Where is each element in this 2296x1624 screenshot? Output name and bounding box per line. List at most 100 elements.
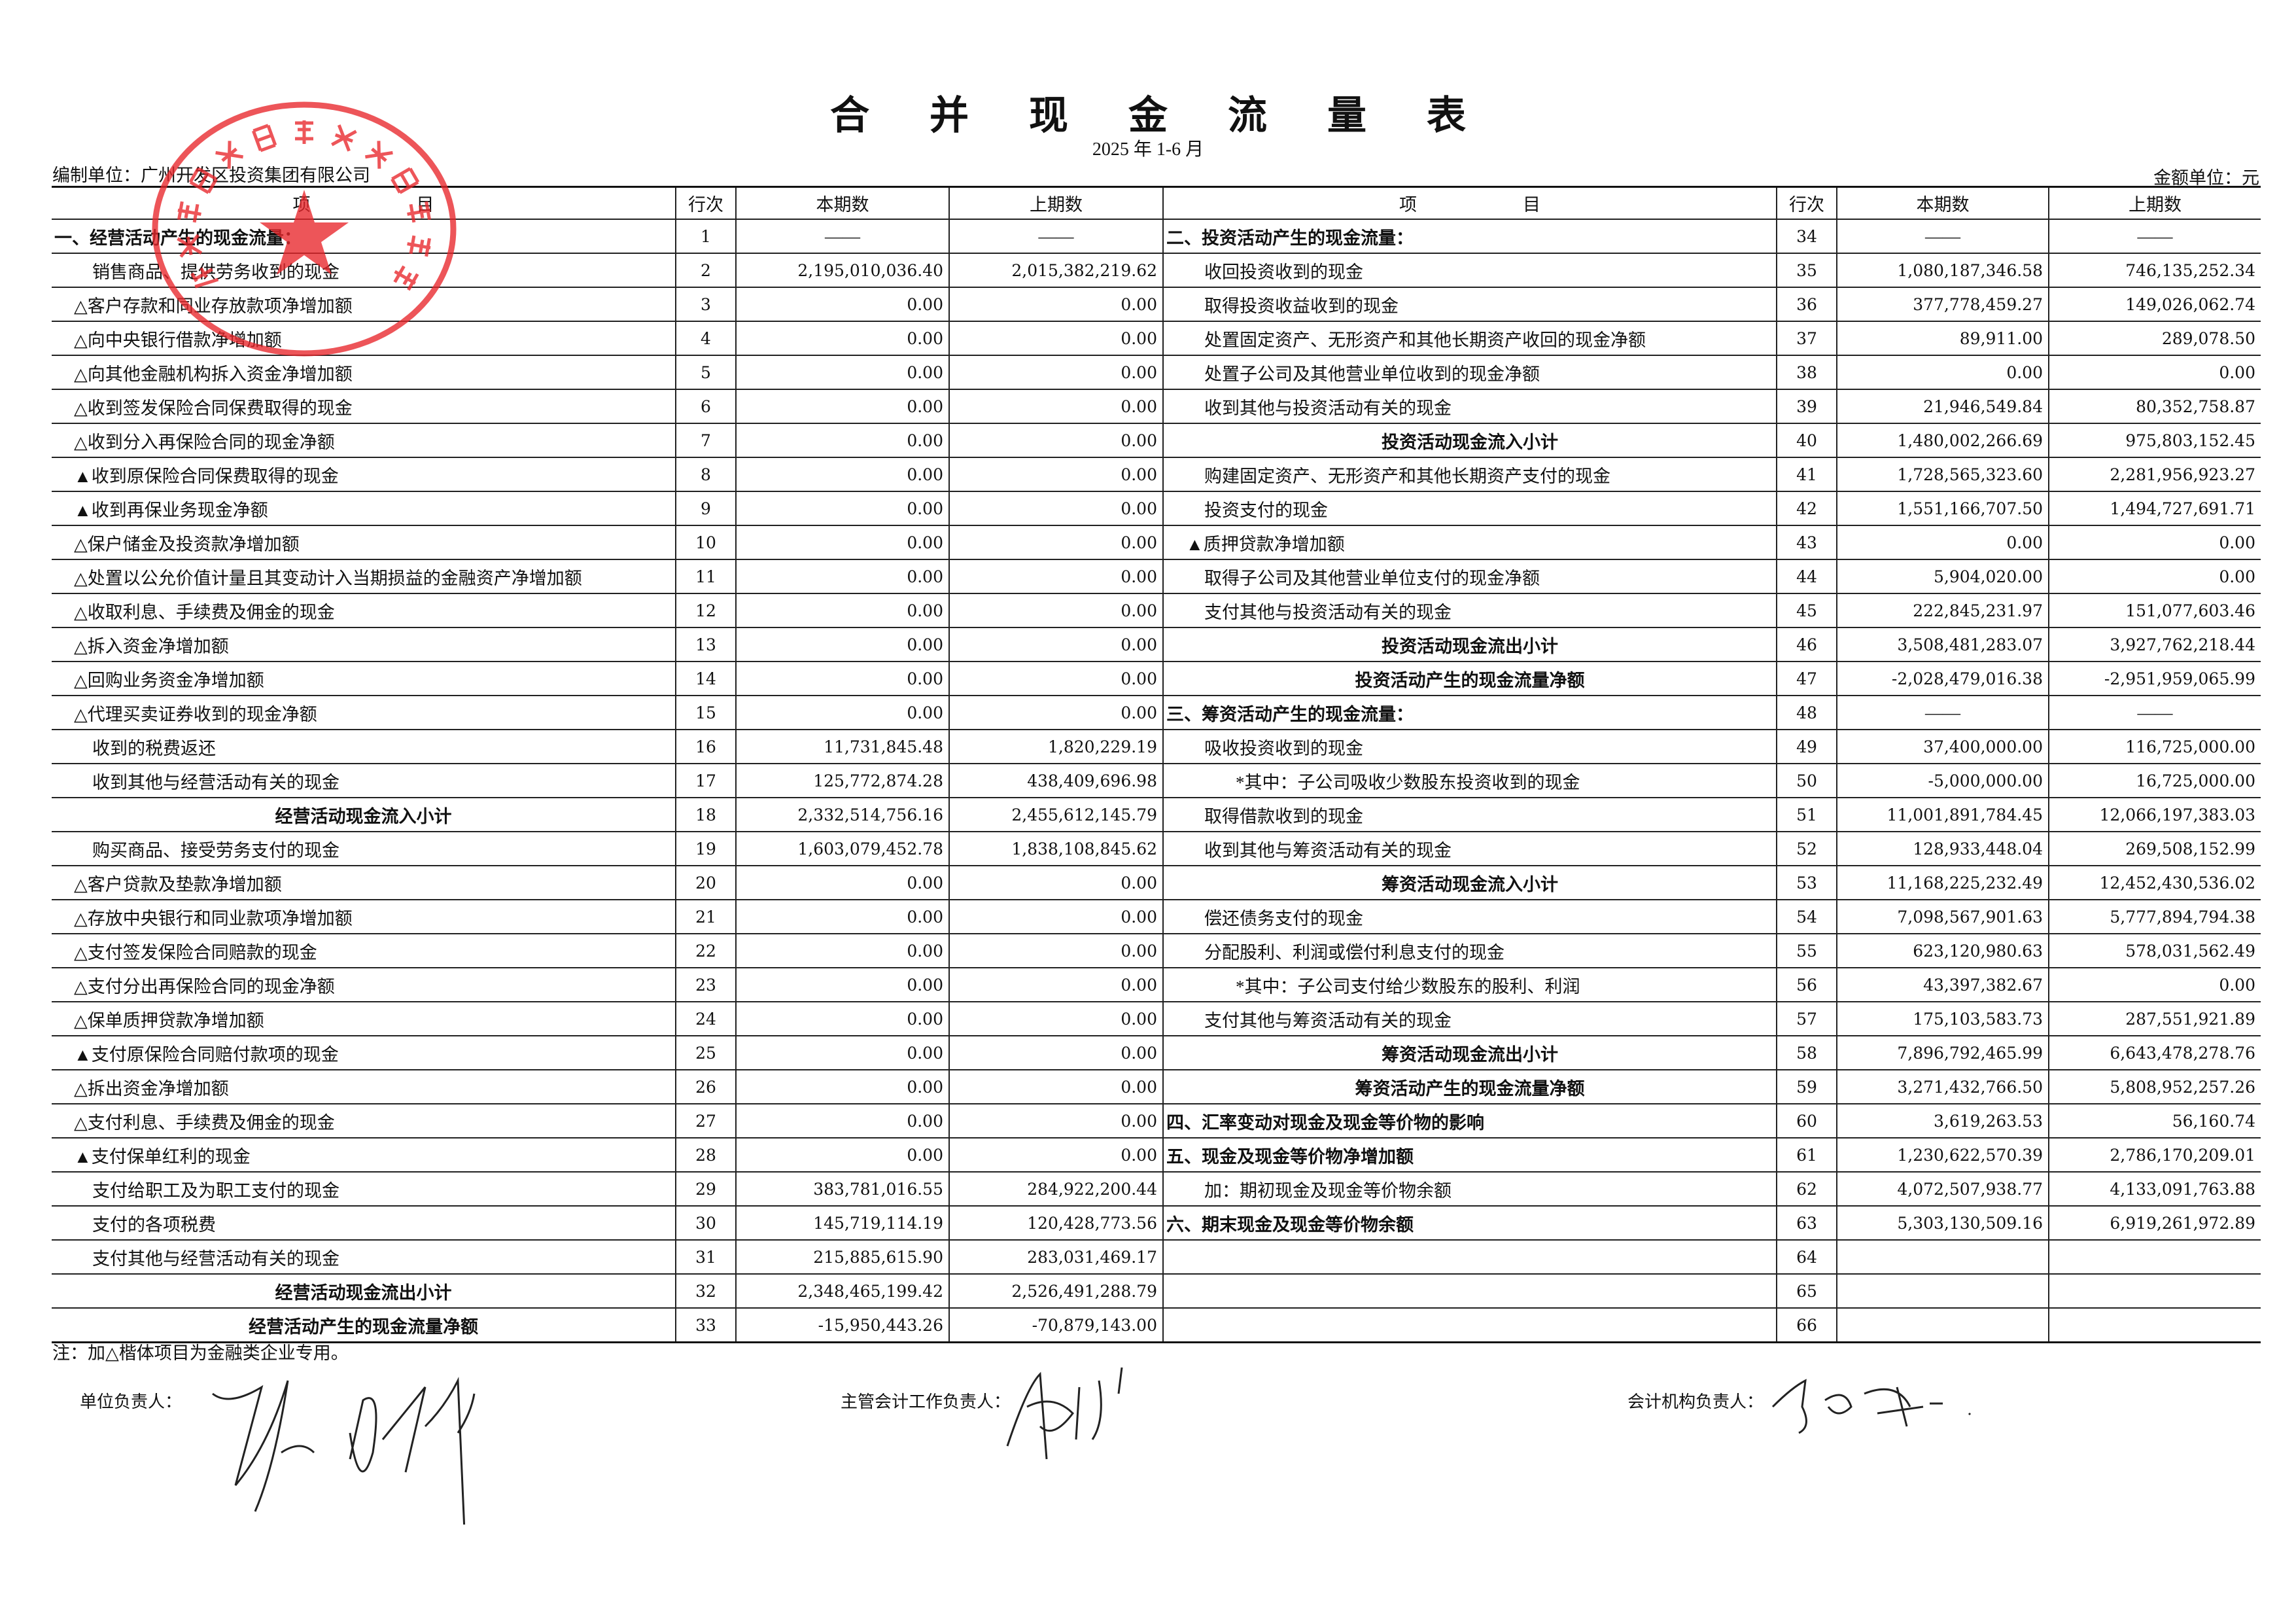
prior-amount: 0.00 <box>2048 967 2261 1002</box>
item-label: 经营活动产生的现金流量净额 <box>52 1307 676 1343</box>
row-number: 16 <box>675 729 736 764</box>
prior-amount: 12,452,430,536.02 <box>2048 865 2261 900</box>
prior-amount: 0.00 <box>948 1001 1163 1036</box>
row-number: 2 <box>675 253 736 288</box>
item-label <box>1162 1239 1777 1275</box>
prior-amount: 0.00 <box>2048 559 2261 594</box>
row-number: 13 <box>675 627 736 662</box>
table-row: △保单质押贷款净增加额 24 0.00 0.00 支付其他与筹资活动有关的现金 57 175… <box>52 1001 2261 1036</box>
current-amount: 0.00 <box>735 287 949 322</box>
prior-amount: -2,951,959,065.99 <box>2048 661 2261 696</box>
current-amount: 0.00 <box>735 899 949 934</box>
row-number: 25 <box>675 1035 736 1070</box>
table-row: △向中央银行借款净增加额 4 0.00 0.00 处置固定资产、无形资产和其他长期资产收… <box>52 321 2261 356</box>
header-prior: 上期数 <box>948 186 1163 220</box>
prior-amount: 0.00 <box>948 321 1163 356</box>
current-amount: 0.00 <box>735 559 949 594</box>
prior-amount: 2,281,956,923.27 <box>2048 457 2261 492</box>
prior-amount: —— <box>2048 695 2261 730</box>
item-label: ▲收到再保业务现金净额 <box>52 491 676 526</box>
current-amount: 0.00 <box>735 1001 949 1036</box>
prior-amount: 0.00 <box>948 287 1163 322</box>
current-amount: 11,731,845.48 <box>735 729 949 764</box>
current-amount: 0.00 <box>735 933 949 968</box>
prior-amount: 0.00 <box>948 355 1163 390</box>
row-number: 52 <box>1776 831 1837 866</box>
prior-amount <box>2048 1239 2261 1275</box>
current-amount: 89,911.00 <box>1836 321 2049 356</box>
current-amount: 0.00 <box>735 525 949 560</box>
row-number: 10 <box>675 525 736 560</box>
table-row: △支付利息、手续费及佣金的现金 27 0.00 0.00 四、汇率变动对现金及现金等价物… <box>52 1103 2261 1139</box>
unit-head-label: 单位负责人： <box>80 1392 183 1411</box>
row-number: 32 <box>675 1273 736 1309</box>
item-label: △客户存款和同业存放款项净增加额 <box>52 287 676 322</box>
item-label: 购建固定资产、无形资产和其他长期资产支付的现金 <box>1162 457 1777 492</box>
prior-amount: 0.00 <box>948 491 1163 526</box>
prior-amount: 6,643,478,278.76 <box>2048 1035 2261 1070</box>
current-amount: 7,098,567,901.63 <box>1836 899 2049 934</box>
current-amount: 0.00 <box>735 389 949 424</box>
table-row: 销售商品、提供劳务收到的现金 2 2,195,010,036.40 2,015,382… <box>52 253 2261 288</box>
row-number: 35 <box>1776 253 1837 288</box>
item-label: 四、汇率变动对现金及现金等价物的影响 <box>1162 1103 1777 1139</box>
table-row: 支付其他与经营活动有关的现金 31 215,885,615.90 283,031,46… <box>52 1239 2261 1275</box>
prior-amount: 283,031,469.17 <box>948 1239 1163 1275</box>
item-label: 处置固定资产、无形资产和其他长期资产收回的现金净额 <box>1162 321 1777 356</box>
header-row-no: 行次 <box>675 186 736 220</box>
prior-amount: 0.00 <box>948 661 1163 696</box>
item-label: △存放中央银行和同业款项净增加额 <box>52 899 676 934</box>
footnote: 注：加△楷体项目为金融类企业专用。 <box>52 1343 349 1363</box>
row-number: 7 <box>675 423 736 458</box>
item-label: *其中：子公司吸收少数股东投资收到的现金 <box>1162 763 1777 798</box>
row-number: 18 <box>675 797 736 832</box>
current-amount: 215,885,615.90 <box>735 1239 949 1275</box>
prior-amount: 289,078.50 <box>2048 321 2261 356</box>
item-label: △支付利息、手续费及佣金的现金 <box>52 1103 676 1139</box>
current-amount: 5,904,020.00 <box>1836 559 2049 594</box>
table-header-row: 项 目 行次 本期数 上期数 项 目 行次 本期数 上期数 <box>52 186 2261 220</box>
row-number: 51 <box>1776 797 1837 832</box>
row-number: 17 <box>675 763 736 798</box>
current-amount: 1,080,187,346.58 <box>1836 253 2049 288</box>
table-row: 支付给职工及为职工支付的现金 29 383,781,016.55 284,922,20… <box>52 1171 2261 1207</box>
row-number: 15 <box>675 695 736 730</box>
current-amount: 0.00 <box>735 627 949 662</box>
item-label: 取得子公司及其他营业单位支付的现金净额 <box>1162 559 1777 594</box>
current-amount: 0.00 <box>735 491 949 526</box>
prior-amount: 56,160.74 <box>2048 1103 2261 1139</box>
item-label: 取得投资收益收到的现金 <box>1162 287 1777 322</box>
prior-amount: 80,352,758.87 <box>2048 389 2261 424</box>
row-number: 12 <box>675 593 736 628</box>
current-amount: 4,072,507,938.77 <box>1836 1171 2049 1207</box>
current-amount <box>1836 1273 2049 1309</box>
signature-unit-head <box>212 1377 476 1525</box>
prior-amount: 6,919,261,972.89 <box>2048 1205 2261 1241</box>
item-label: 分配股利、利润或偿付利息支付的现金 <box>1162 933 1777 968</box>
current-amount: 383,781,016.55 <box>735 1171 949 1207</box>
prior-amount <box>2048 1273 2261 1309</box>
item-label: ▲支付原保险合同赔付款项的现金 <box>52 1035 676 1070</box>
row-number: 44 <box>1776 559 1837 594</box>
current-amount: 1,551,166,707.50 <box>1836 491 2049 526</box>
current-amount: —— <box>735 219 949 254</box>
report-period: 2025 年 1-6 月 <box>1092 139 1204 160</box>
current-amount: -2,028,479,016.38 <box>1836 661 2049 696</box>
item-label: 支付给职工及为职工支付的现金 <box>52 1171 676 1207</box>
table-row: 支付的各项税费 30 145,719,114.19 120,428,773.56 六、期… <box>52 1205 2261 1241</box>
prior-amount: 5,808,952,257.26 <box>2048 1069 2261 1104</box>
row-number: 29 <box>675 1171 736 1207</box>
prior-amount <box>2048 1307 2261 1343</box>
prior-amount: 5,777,894,794.38 <box>2048 899 2261 934</box>
item-label: 六、期末现金及现金等价物余额 <box>1162 1205 1777 1241</box>
row-number: 53 <box>1776 865 1837 900</box>
cash-flow-table: 项 目 行次 本期数 上期数 项 目 行次 本期数 上期数 一、经营活动产生的现… <box>52 186 2261 1343</box>
row-number: 26 <box>675 1069 736 1104</box>
item-label: 支付其他与经营活动有关的现金 <box>52 1239 676 1275</box>
current-amount: —— <box>1836 695 2049 730</box>
prior-amount: 746,135,252.34 <box>2048 253 2261 288</box>
item-label: 收回投资收到的现金 <box>1162 253 1777 288</box>
item-label: 处置子公司及其他营业单位收到的现金净额 <box>1162 355 1777 390</box>
table-row: △拆入资金净增加额 13 0.00 0.00 投资活动现金流出小计 46 3,508,481… <box>52 627 2261 662</box>
item-label: ▲质押贷款净增加额 <box>1162 525 1777 560</box>
